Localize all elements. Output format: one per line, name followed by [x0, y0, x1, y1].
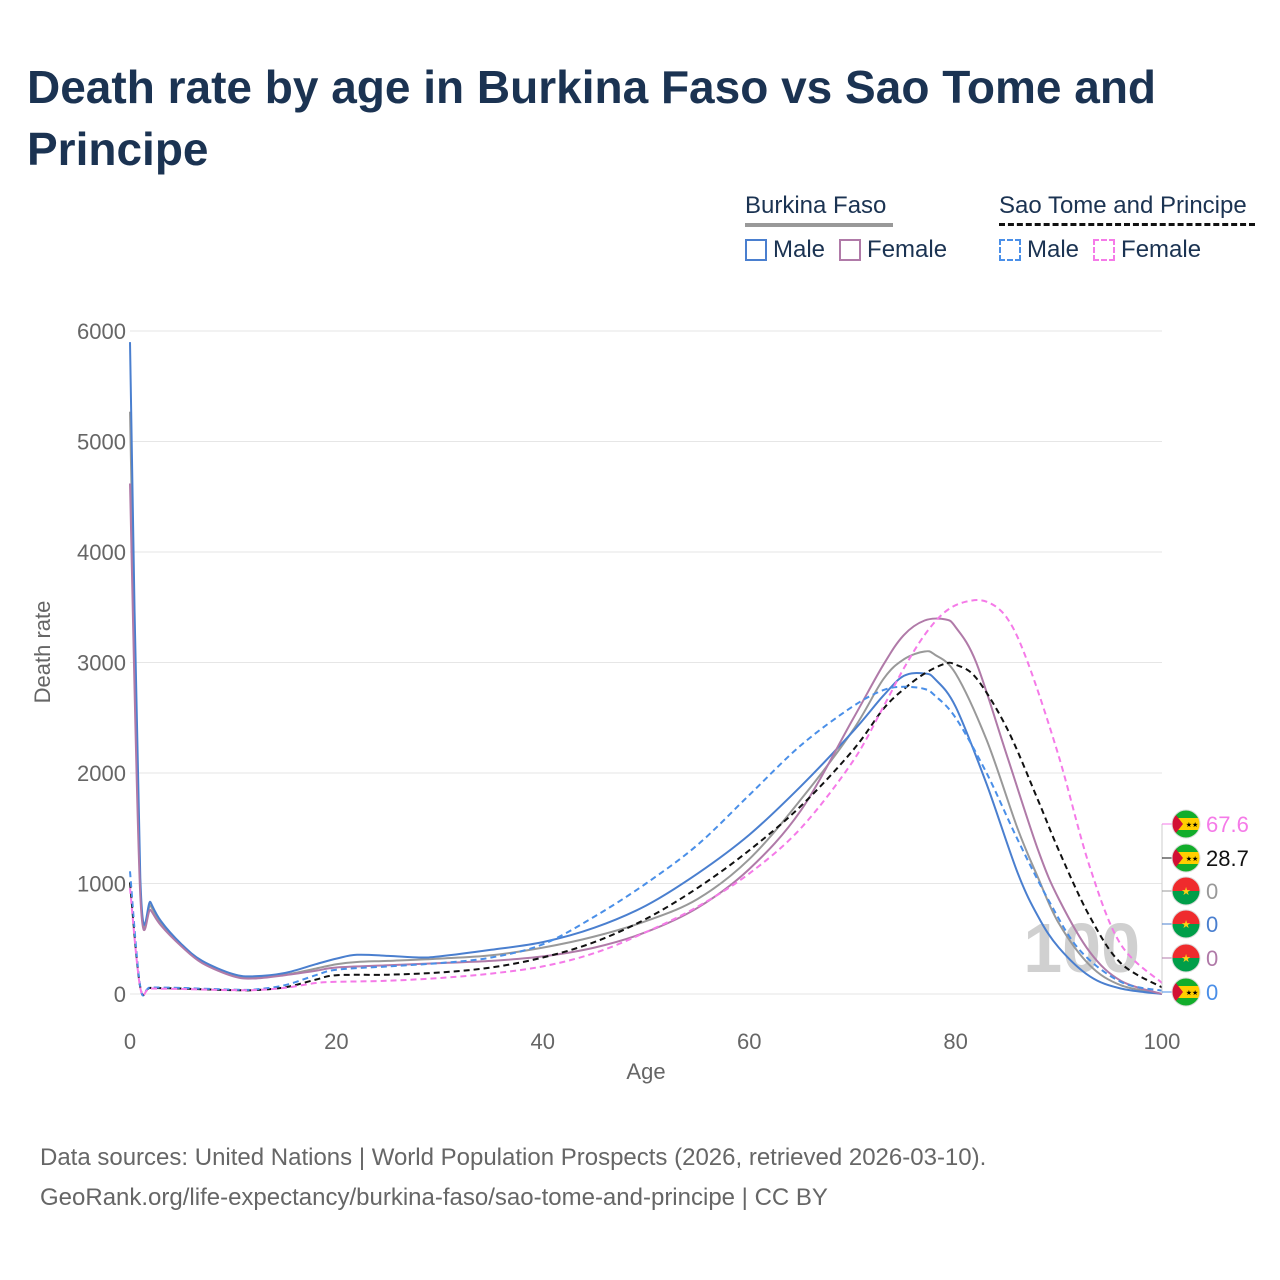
legend-group-title: Burkina Faso [745, 192, 887, 219]
legend-item-stp-male[interactable]: Male [999, 236, 1079, 264]
legend-label: Male [773, 236, 826, 263]
end-label-value: 0 [1206, 912, 1218, 937]
y-axis-label: Death rate [30, 601, 55, 704]
y-tick-label: 4000 [77, 540, 126, 565]
svg-text:★: ★ [1181, 953, 1191, 965]
svg-text:★★: ★★ [1186, 821, 1199, 829]
sao-tome-and-principe-flag-icon: ★★ [1171, 809, 1201, 839]
y-tick-label: 3000 [77, 651, 126, 676]
end-label-value: 0 [1206, 980, 1218, 1005]
sao-tome-and-principe-flag-icon: ★★ [1171, 977, 1201, 1007]
legend: Burkina Faso Sao Tome and Principe Male F… [745, 192, 1265, 272]
footer-sources: Data sources: United Nations | World Pop… [40, 1144, 987, 1171]
burkina-faso-flag-icon: ★ [1171, 943, 1201, 973]
legend-group-title: Sao Tome and Principe [999, 192, 1247, 219]
legend-label: Female [867, 236, 948, 263]
series-line-3[interactable] [129, 661, 1163, 997]
svg-text:★: ★ [1181, 886, 1191, 898]
y-axis-ticks: 0 1000 2000 3000 4000 5000 6000 [77, 319, 126, 1007]
legend-group-sao-tome[interactable]: Sao Tome and Principe [999, 192, 1255, 226]
legend-items-burkina: Male Female [745, 236, 961, 264]
burkina-faso-flag-icon: ★ [1171, 876, 1201, 906]
end-labels: ★★ 67.6 ★★ 28.7 ★ 0 ★ 0 ★ 0 ★★ 0 [1161, 809, 1249, 1007]
gridlines [130, 330, 1162, 995]
footer: Data sources: United Nations | World Pop… [40, 1138, 1240, 1218]
chart-title: Death rate by age in Burkina Faso vs Sao… [27, 61, 1157, 175]
legend-item-bf-male[interactable]: Male [745, 236, 825, 264]
footer-link[interactable]: GeoRank.org/life-expectancy/burkina-faso… [40, 1184, 828, 1211]
legend-item-bf-female[interactable]: Female [839, 236, 947, 264]
x-tick-label: 60 [737, 1029, 761, 1054]
year-watermark: 100 [1023, 909, 1140, 987]
y-tick-label: 1000 [77, 872, 126, 897]
end-label-value: 0 [1206, 946, 1218, 971]
svg-text:★★: ★★ [1186, 855, 1199, 863]
swatch-icon [745, 239, 767, 261]
swatch-icon [1093, 239, 1116, 261]
legend-group-burkina-faso[interactable]: Burkina Faso [745, 192, 893, 227]
y-tick-label: 0 [114, 982, 126, 1007]
y-tick-label: 5000 [77, 430, 126, 455]
x-tick-label: 80 [943, 1029, 967, 1054]
end-label-value: 67.6 [1206, 812, 1249, 837]
series-line-5[interactable] [129, 599, 1163, 997]
series-line-1[interactable] [129, 342, 1163, 995]
burkina-faso-flag-icon: ★ [1171, 909, 1201, 939]
y-tick-label: 2000 [77, 761, 126, 786]
x-tick-label: 100 [1144, 1029, 1181, 1054]
series-lines [129, 342, 1163, 997]
legend-group-line-solid [745, 223, 893, 227]
x-axis-ticks: 0 20 40 60 80 100 [124, 1029, 1180, 1054]
legend-label: Female [1121, 236, 1202, 263]
legend-label: Male [1027, 236, 1080, 263]
svg-text:★: ★ [1181, 919, 1191, 931]
x-tick-label: 0 [124, 1029, 136, 1054]
y-tick-label: 6000 [77, 319, 126, 344]
legend-group-line-dashed [999, 223, 1255, 226]
x-tick-label: 20 [324, 1029, 348, 1054]
swatch-icon [999, 239, 1021, 261]
x-tick-label: 40 [531, 1029, 555, 1054]
swatch-icon [839, 239, 862, 261]
sao-tome-and-principe-flag-icon: ★★ [1171, 843, 1201, 873]
end-label-value: 0 [1206, 879, 1218, 904]
x-axis-label: Age [626, 1059, 665, 1084]
svg-text:★★: ★★ [1186, 989, 1199, 997]
series-line-2[interactable] [129, 483, 1163, 995]
end-label-value: 28.7 [1206, 846, 1249, 871]
legend-item-stp-female[interactable]: Female [1093, 236, 1201, 264]
legend-items-sao-tome: Male Female [999, 236, 1215, 264]
